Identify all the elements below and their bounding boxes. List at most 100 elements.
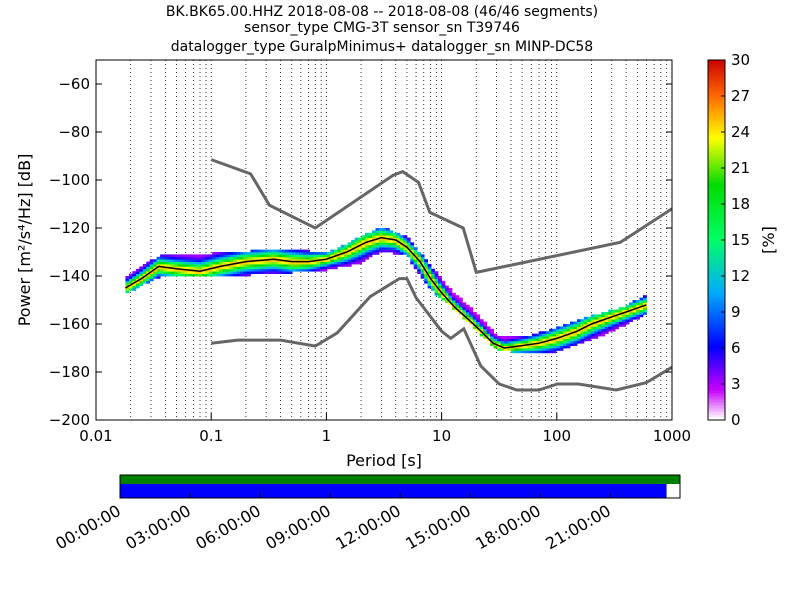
psd-cell [618,319,623,322]
psd-cell [246,268,251,272]
psd-cell [160,268,165,272]
psd-cell [601,321,606,325]
colorbar-segment [708,402,725,406]
colorbar-segment [708,327,725,331]
psd-cell [517,338,522,342]
psd-cell [278,261,283,265]
psd-cell [340,249,345,253]
psd-cell [438,276,442,279]
psd-cell [233,273,237,277]
psd-cell [424,264,429,267]
psd-cell [444,288,449,291]
psd-cell [431,278,435,282]
psd-cell [389,247,394,250]
psd-cell [556,345,561,349]
psd-cell [326,266,331,270]
psd-cell [236,268,241,272]
psd-cell [510,343,515,346]
psd-cell [417,261,422,265]
psd-cell [351,244,356,248]
psd-cell [431,273,435,277]
psd-cell [625,314,630,318]
psd-cell [278,254,283,258]
psd-cell [295,252,300,255]
psd-cell [180,266,185,270]
psd-cell [590,331,595,334]
psd-cell [615,326,620,330]
psd-cell [514,336,519,339]
psd-cell [163,264,168,267]
psd-cell [396,242,401,246]
psd-cell [597,324,602,327]
psd-cell [187,271,192,274]
psd-cell [385,228,390,231]
psd-cell [240,264,244,267]
psd-cell [576,319,581,322]
psd-cell [246,252,251,255]
psd-cell [632,302,637,306]
psd-cell [288,268,293,272]
psd-cell [281,261,286,265]
psd-cell [382,235,387,238]
psd-cell [531,350,536,354]
psd-cell [618,316,623,320]
psd-cell [465,304,470,308]
psd-cell [236,266,241,270]
psd-cell [191,254,196,258]
psd-cell [504,340,508,344]
psd-cell [451,295,456,298]
psd-cell [566,331,571,334]
psd-cell [642,300,647,303]
psd-cell [392,237,397,241]
psd-cell [434,292,439,296]
psd-cell [462,302,467,306]
psd-cell [180,273,185,277]
psd-cell [580,319,585,322]
psd-cell [156,273,161,277]
psd-cell [531,338,536,342]
psd-cell [319,261,324,265]
psd-cell [559,333,564,337]
psd-cell [542,336,547,339]
psd-cell [549,331,554,334]
psd-cell [451,307,456,310]
psd-cell [361,237,366,241]
psd-cell [281,249,286,253]
psd-cell [358,256,363,260]
psd-cell [344,259,349,262]
y-tick-label: −140 [49,267,90,285]
colorbar-segment [708,318,725,322]
psd-cell [354,256,359,260]
psd-cell [354,252,359,255]
psd-cell [302,252,307,255]
psd-cell [253,261,258,265]
psd-cell [472,312,477,315]
colorbar-segment [708,228,725,232]
psd-cell [208,264,213,267]
timeline-tick-label: 18:00:00 [472,501,544,553]
psd-cell [552,345,557,349]
psd-cell [184,254,189,258]
psd-cell [427,271,432,274]
psd-cell [139,278,144,282]
psd-cell [590,333,595,337]
psd-cell [257,254,262,258]
psd-cell [132,285,137,289]
timeline-tick-label: 12:00:00 [332,501,404,553]
psd-cell [160,261,165,265]
psd-cell [149,276,154,279]
psd-cell [434,278,439,282]
psd-cell [344,244,349,248]
psd-cell [441,288,446,291]
timeline-tick-label: 21:00:00 [542,501,614,553]
psd-cell [358,244,363,248]
colorbar-segment [708,252,725,256]
psd-cell [205,259,210,262]
psd-cell [167,271,171,274]
colorbar-segment [708,99,725,103]
psd-cell [608,319,613,322]
psd-cell [264,256,269,260]
psd-cell [399,252,404,255]
psd-cell [604,319,609,322]
psd-cell [420,261,425,265]
